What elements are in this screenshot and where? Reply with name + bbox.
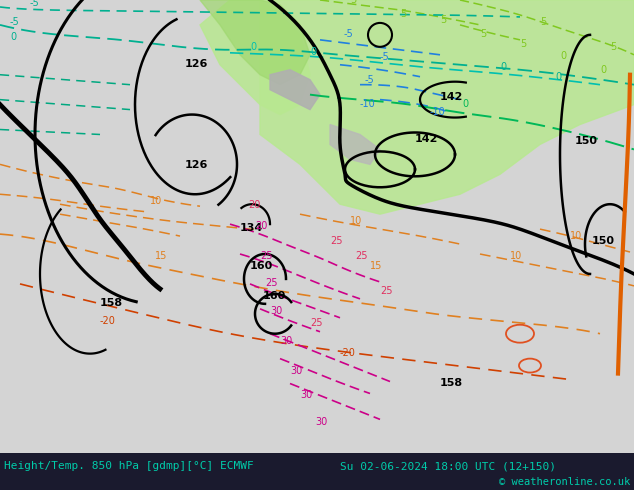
Text: 158: 158 (440, 377, 463, 388)
Text: 160: 160 (263, 291, 286, 301)
Text: 142: 142 (415, 134, 438, 145)
Text: 126: 126 (185, 160, 209, 171)
Polygon shape (260, 0, 634, 214)
Polygon shape (200, 0, 310, 85)
Text: 5: 5 (610, 42, 616, 52)
Text: 150: 150 (592, 236, 615, 246)
Text: -5: -5 (365, 74, 375, 85)
Text: 160: 160 (250, 261, 273, 271)
Text: 134: 134 (240, 223, 263, 233)
Text: 20: 20 (248, 200, 261, 210)
Text: 30: 30 (300, 391, 313, 400)
Text: 25: 25 (380, 286, 392, 296)
Polygon shape (200, 0, 310, 115)
Text: 0: 0 (600, 65, 606, 74)
Text: 5: 5 (540, 17, 547, 27)
Text: 0: 0 (310, 47, 316, 57)
Text: 30: 30 (270, 306, 282, 316)
Text: -20: -20 (340, 347, 356, 358)
Text: 5: 5 (490, 0, 496, 2)
Text: 0: 0 (462, 98, 468, 109)
Text: 25: 25 (310, 318, 323, 328)
Text: 30: 30 (290, 366, 302, 375)
Text: 150: 150 (575, 136, 598, 147)
Text: -10: -10 (360, 98, 376, 109)
Text: 10: 10 (150, 196, 162, 206)
Text: -5: -5 (10, 17, 20, 27)
Text: 0: 0 (250, 42, 256, 52)
Text: 10: 10 (350, 216, 362, 226)
Text: 142: 142 (440, 92, 463, 101)
Text: 25: 25 (260, 251, 273, 261)
Text: -5: -5 (380, 52, 390, 62)
Text: -5: -5 (30, 0, 40, 8)
Text: 15: 15 (155, 251, 167, 261)
Polygon shape (270, 70, 320, 110)
Text: 30: 30 (280, 336, 292, 345)
Text: -5: -5 (344, 29, 354, 39)
Text: 25: 25 (355, 251, 368, 261)
Text: 15: 15 (370, 261, 382, 271)
Text: © weatheronline.co.uk: © weatheronline.co.uk (499, 477, 630, 487)
Text: 10: 10 (510, 251, 522, 261)
Text: 5: 5 (400, 9, 406, 19)
Text: -10: -10 (430, 106, 446, 117)
Polygon shape (330, 124, 380, 164)
Text: 20: 20 (255, 221, 268, 231)
Text: 0: 0 (560, 51, 566, 61)
Text: 25: 25 (265, 278, 278, 288)
Text: 10: 10 (570, 231, 582, 241)
Text: 5: 5 (480, 29, 486, 39)
Text: 30: 30 (315, 417, 327, 427)
Text: 0: 0 (500, 62, 506, 72)
Text: 126: 126 (185, 59, 209, 69)
Text: Height/Temp. 850 hPa [gdmp][°C] ECMWF: Height/Temp. 850 hPa [gdmp][°C] ECMWF (4, 461, 254, 471)
Text: 5: 5 (440, 15, 446, 25)
Text: 25: 25 (330, 236, 342, 246)
Text: Su 02-06-2024 18:00 UTC (12+150): Su 02-06-2024 18:00 UTC (12+150) (340, 461, 556, 471)
Text: 5: 5 (350, 0, 356, 5)
Text: 5: 5 (520, 39, 526, 49)
Text: 0: 0 (555, 72, 561, 82)
Text: -20: -20 (100, 316, 116, 326)
Text: 0: 0 (10, 32, 16, 42)
Text: 158: 158 (100, 298, 123, 308)
